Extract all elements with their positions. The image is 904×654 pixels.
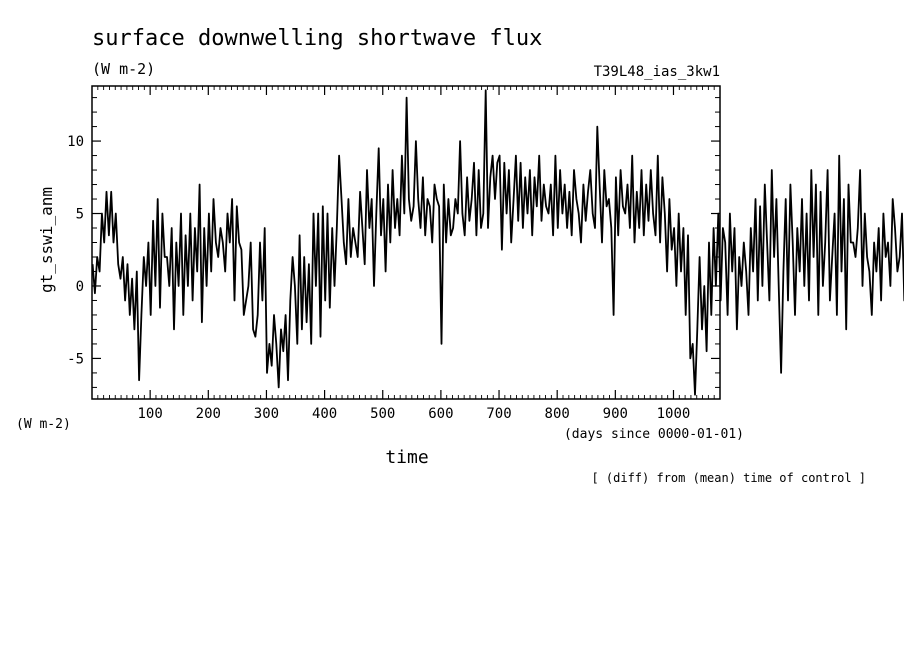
x-tick-label: 700 bbox=[486, 406, 511, 422]
x-tick-label: 500 bbox=[370, 406, 395, 422]
series-line bbox=[91, 89, 904, 396]
title-unit: (W m-2) bbox=[92, 60, 155, 78]
y-axis: -5 0 5 10 bbox=[67, 97, 720, 388]
footnote: [ (diff) from (mean) time of control ] bbox=[591, 471, 866, 485]
plot-frame bbox=[91, 85, 721, 400]
x-unit-label: (days since 0000-01-01) bbox=[564, 427, 744, 442]
y-tick-label: 0 bbox=[76, 279, 84, 295]
y-unit-label: (W m-2) bbox=[16, 417, 71, 432]
y-tick-label: -5 bbox=[67, 351, 84, 367]
x-tick-label: 200 bbox=[196, 406, 221, 422]
y-tick-label: 10 bbox=[67, 134, 84, 150]
chart-title: surface downwelling shortwave flux bbox=[92, 26, 542, 51]
experiment-label: T39L48_ias_3kw1 bbox=[594, 64, 720, 80]
x-tick-label: 900 bbox=[603, 406, 628, 422]
x-tick-label: 800 bbox=[545, 406, 570, 422]
x-tick-label: 100 bbox=[137, 406, 162, 422]
x-tick-label: 300 bbox=[254, 406, 279, 422]
y-tick-label: 5 bbox=[76, 207, 84, 223]
x-tick-label: 1000 bbox=[657, 406, 691, 422]
x-tick-label: 600 bbox=[428, 406, 453, 422]
y-axis-label: gt_sswi_anm bbox=[37, 187, 56, 293]
x-axis-label: time bbox=[385, 447, 428, 468]
x-tick-label: 400 bbox=[312, 406, 337, 422]
